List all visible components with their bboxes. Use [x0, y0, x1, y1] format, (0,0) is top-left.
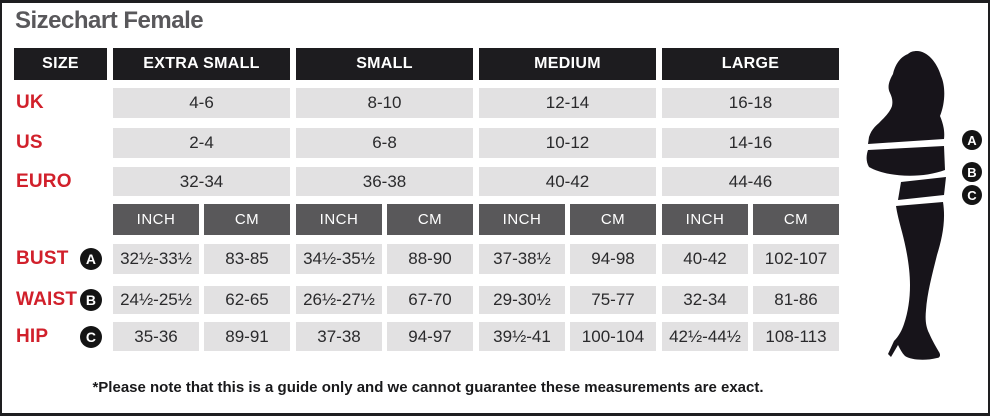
size-table: SIZE EXTRA SMALL SMALL MEDIUM LARGE UK 4…	[14, 48, 839, 351]
unit-header-group-small: INCH CM	[296, 204, 473, 235]
col-header-small: SMALL	[296, 48, 473, 80]
cell-uk-small: 8-10	[296, 88, 473, 118]
cell-bust-s-cm: 88-90	[387, 244, 473, 274]
unit-header-inch: INCH	[662, 204, 748, 235]
row-label-bust: BUST A	[14, 244, 107, 274]
waist-small-group: 26½-27½ 67-70	[296, 286, 473, 314]
cell-bust-s-inch: 34½-35½	[296, 244, 382, 274]
cell-waist-s-cm: 67-70	[387, 286, 473, 314]
unit-header-group-extra-small: INCH CM	[113, 204, 290, 235]
cell-bust-m-cm: 94-98	[570, 244, 656, 274]
col-header-extra-small: EXTRA SMALL	[113, 48, 290, 80]
hip-medium-group: 39½-41 100-104	[479, 322, 656, 351]
bust-large-group: 40-42 102-107	[662, 244, 839, 274]
figure-marker-a-badge: A	[962, 130, 982, 150]
figure-marker-c-badge: C	[962, 185, 982, 205]
cell-hip-xs-cm: 89-91	[204, 322, 290, 351]
cell-waist-xs-cm: 62-65	[204, 286, 290, 314]
cell-us-large: 14-16	[662, 128, 839, 158]
cell-waist-s-inch: 26½-27½	[296, 286, 382, 314]
footnote: *Please note that this is a guide only a…	[92, 379, 764, 396]
page-title: Sizechart Female	[15, 7, 204, 34]
row-label-hip: HIP C	[14, 322, 107, 351]
unit-header-group-medium: INCH CM	[479, 204, 656, 235]
cell-bust-m-inch: 37-38½	[479, 244, 565, 274]
cell-waist-xs-inch: 24½-25½	[113, 286, 199, 314]
hip-large-group: 42½-44½ 108-113	[662, 322, 839, 351]
cell-waist-m-cm: 75-77	[570, 286, 656, 314]
cell-hip-xs-inch: 35-36	[113, 322, 199, 351]
cell-waist-l-inch: 32-34	[662, 286, 748, 314]
cell-waist-l-cm: 81-86	[753, 286, 839, 314]
col-header-medium: MEDIUM	[479, 48, 656, 80]
hip-small-group: 37-38 94-97	[296, 322, 473, 351]
cell-us-extra-small: 2-4	[113, 128, 290, 158]
row-label-euro: EURO	[16, 170, 72, 192]
waist-extra-small-group: 24½-25½ 62-65	[113, 286, 290, 314]
row-label-us: US	[16, 132, 43, 153]
hip-extra-small-group: 35-36 89-91	[113, 322, 290, 351]
marker-b-badge: B	[80, 289, 102, 311]
unit-header-inch: INCH	[113, 204, 199, 235]
unit-header-cm: CM	[387, 204, 473, 235]
cell-waist-m-inch: 29-30½	[479, 286, 565, 314]
cell-hip-l-cm: 108-113	[753, 322, 839, 351]
cell-euro-small: 36-38	[296, 167, 473, 196]
cell-bust-l-cm: 102-107	[753, 244, 839, 274]
cell-uk-large: 16-18	[662, 88, 839, 118]
cell-hip-s-inch: 37-38	[296, 322, 382, 351]
marker-c-badge: C	[80, 325, 102, 348]
bust-medium-group: 37-38½ 94-98	[479, 244, 656, 274]
row-label-waist-text: WAIST	[16, 289, 78, 310]
cell-euro-large: 44-46	[662, 167, 839, 196]
row-label-bust-text: BUST	[16, 248, 69, 269]
cell-bust-xs-cm: 83-85	[204, 244, 290, 274]
cell-hip-m-cm: 100-104	[570, 322, 656, 351]
unit-header-cm: CM	[753, 204, 839, 235]
cell-uk-extra-small: 4-6	[113, 88, 290, 118]
cell-hip-m-inch: 39½-41	[479, 322, 565, 351]
cell-uk-medium: 12-14	[479, 88, 656, 118]
size-header-cell: SIZE	[14, 48, 107, 80]
waist-medium-group: 29-30½ 75-77	[479, 286, 656, 314]
row-label-uk: UK	[16, 92, 44, 113]
cell-euro-extra-small: 32-34	[113, 167, 290, 196]
waist-large-group: 32-34 81-86	[662, 286, 839, 314]
unit-header-inch: INCH	[296, 204, 382, 235]
col-header-large: LARGE	[662, 48, 839, 80]
cell-hip-s-cm: 94-97	[387, 322, 473, 351]
bust-small-group: 34½-35½ 88-90	[296, 244, 473, 274]
cell-euro-medium: 40-42	[479, 167, 656, 196]
row-label-waist: WAIST B	[14, 286, 107, 314]
unit-header-group-large: INCH CM	[662, 204, 839, 235]
cell-bust-xs-inch: 32½-33½	[113, 244, 199, 274]
unit-header-cm: CM	[204, 204, 290, 235]
cell-bust-l-inch: 40-42	[662, 244, 748, 274]
figure-marker-b-badge: B	[962, 162, 982, 182]
row-label-hip-text: HIP	[16, 325, 49, 347]
cell-us-small: 6-8	[296, 128, 473, 158]
bust-extra-small-group: 32½-33½ 83-85	[113, 244, 290, 274]
unit-header-cm: CM	[570, 204, 656, 235]
female-silhouette-icon	[866, 51, 946, 360]
unit-header-inch: INCH	[479, 204, 565, 235]
cell-us-medium: 10-12	[479, 128, 656, 158]
cell-hip-l-inch: 42½-44½	[662, 322, 748, 351]
marker-a-badge: A	[80, 248, 102, 270]
